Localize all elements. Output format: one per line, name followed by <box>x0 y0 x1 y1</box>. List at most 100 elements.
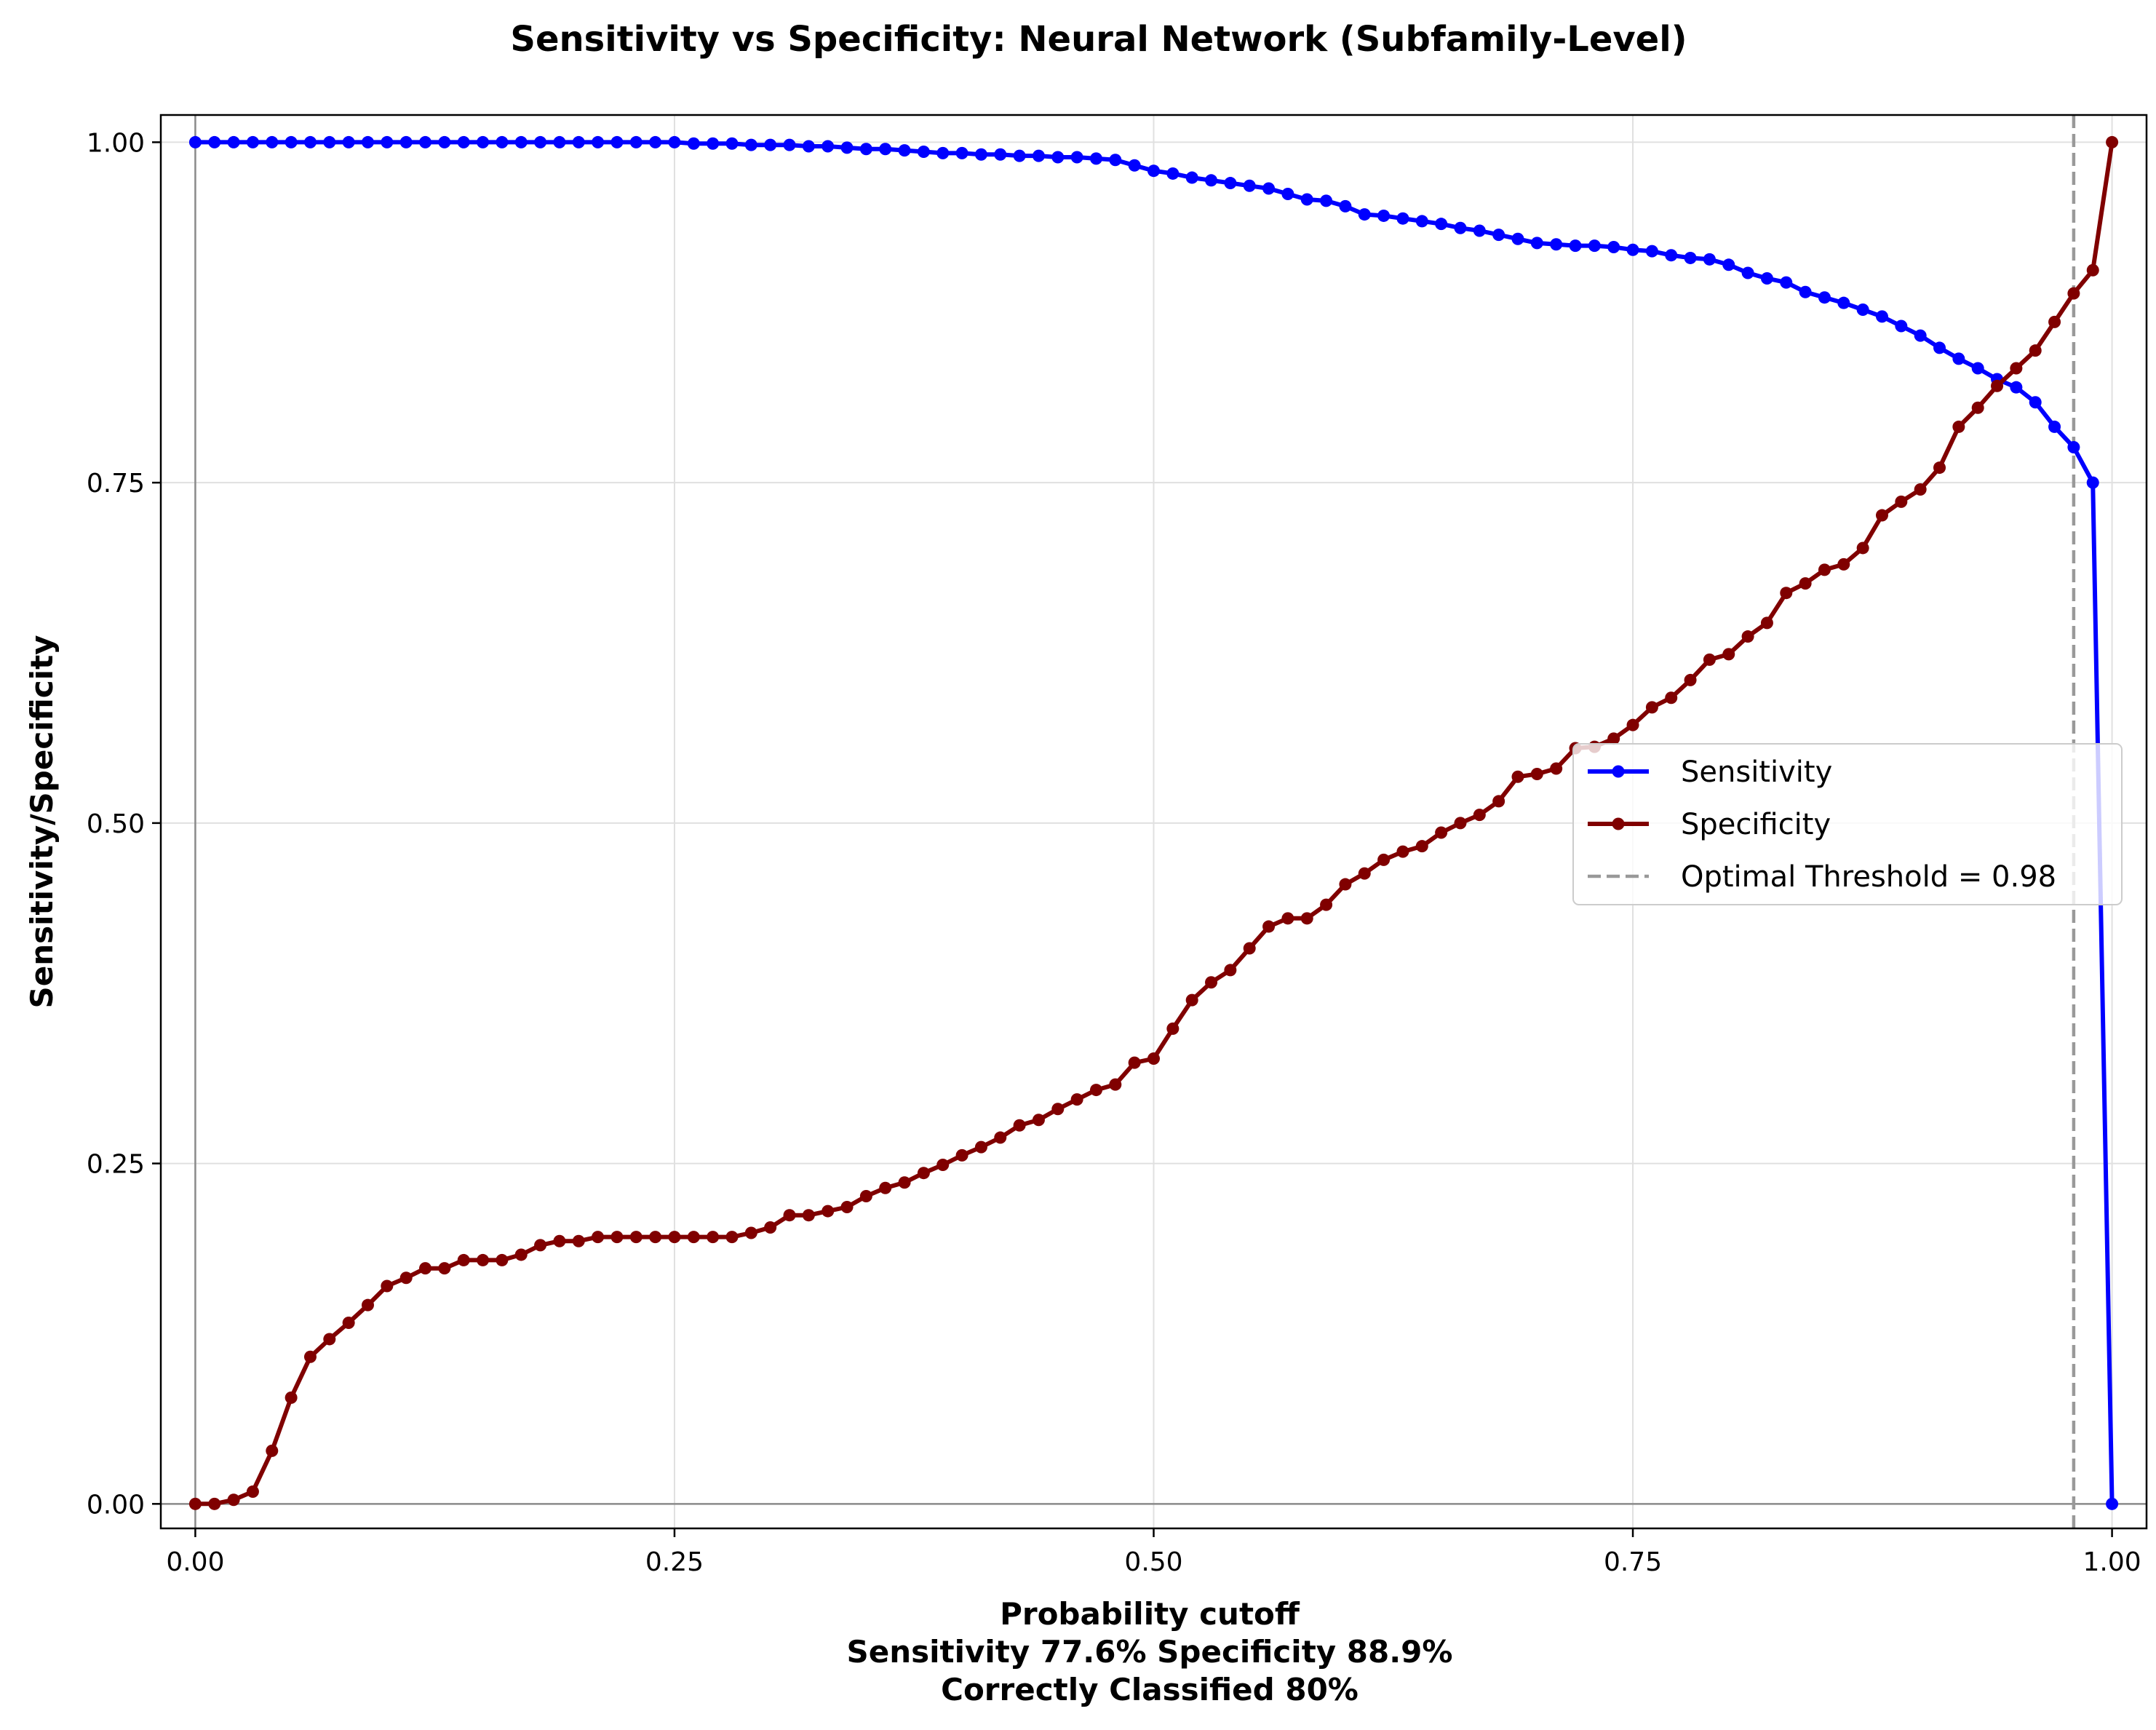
sensitivity-point <box>1760 272 1773 285</box>
y-axis-label: Sensitivity/Specificity <box>24 635 60 1008</box>
sensitivity-point <box>323 135 336 148</box>
specificity-point <box>764 1221 777 1234</box>
sensitivity-point <box>361 135 374 148</box>
sensitivity-point <box>1933 341 1946 354</box>
sensitivity-point <box>1243 179 1256 192</box>
specificity-point <box>649 1231 662 1244</box>
specificity-point <box>1147 1052 1160 1066</box>
sensitivity-point <box>879 143 892 156</box>
specificity-point <box>1358 867 1371 880</box>
specificity-point <box>572 1234 585 1247</box>
x-tick-label: 0.75 <box>1604 1547 1662 1577</box>
specificity-point <box>1166 1022 1180 1035</box>
sensitivity-point <box>707 137 720 150</box>
y-tick-label: 0.75 <box>87 469 145 499</box>
specificity-point <box>2029 344 2042 357</box>
sensitivity-point <box>649 135 662 148</box>
legend-label: Specificity <box>1681 808 1831 841</box>
specificity-point <box>1492 795 1505 808</box>
sensitivity-point <box>2106 1497 2119 1510</box>
specificity-point <box>553 1234 566 1247</box>
specificity-point <box>802 1209 815 1222</box>
sensitivity-point <box>725 137 739 150</box>
sensitivity-point <box>1741 266 1754 279</box>
specificity-point <box>1645 701 1658 714</box>
sensitivity-point <box>1684 251 1697 264</box>
sensitivity-point <box>266 135 279 148</box>
sensitivity-point <box>1396 212 1409 225</box>
specificity-point <box>1971 401 1984 414</box>
specificity-point <box>1243 942 1256 955</box>
specificity-point <box>1070 1093 1083 1106</box>
sensitivity-point <box>802 140 815 153</box>
specificity-point <box>1205 976 1218 989</box>
specificity-point <box>285 1391 298 1404</box>
specificity-point <box>744 1226 757 1239</box>
sensitivity-point <box>1914 329 1927 342</box>
sensitivity-point <box>496 135 509 148</box>
y-tick-label: 0.00 <box>87 1490 145 1520</box>
sensitivity-point <box>1415 215 1428 228</box>
legend-marker-sensitivity <box>1612 765 1625 778</box>
sensitivity-point <box>1703 253 1716 266</box>
sensitivity-point <box>744 138 757 151</box>
sensitivity-point <box>1550 238 1563 251</box>
specificity-point <box>1952 420 1965 433</box>
specificity-point <box>419 1262 432 1275</box>
sensitivity-point <box>1435 218 1448 231</box>
specificity-point <box>477 1253 490 1266</box>
specificity-point <box>1856 541 1869 555</box>
specificity-point <box>707 1231 720 1244</box>
specificity-point <box>266 1444 279 1457</box>
sensitivity-point <box>1492 229 1505 242</box>
sensitivity-point <box>227 135 240 148</box>
sensitivity-point <box>1281 188 1294 201</box>
specificity-point <box>1454 817 1467 830</box>
specificity-point <box>227 1493 240 1507</box>
sensitivity-point <box>572 135 585 148</box>
sensitivity-point <box>342 135 355 148</box>
sensitivity-point <box>1185 171 1198 184</box>
legend: Sensitivity Specificity Optimal Threshold … <box>1572 743 2123 905</box>
specificity-point <box>1914 483 1927 496</box>
x-tick-label: 0.50 <box>1124 1547 1182 1577</box>
specificity-point <box>1684 673 1697 686</box>
specificity-point <box>303 1350 317 1363</box>
specificity-point <box>1799 577 1812 590</box>
specificity-point <box>246 1485 259 1498</box>
specificity-point <box>1185 993 1198 1007</box>
specificity-point <box>208 1497 221 1510</box>
specificity-point <box>668 1231 681 1244</box>
x-tick-label: 0.25 <box>645 1547 704 1577</box>
sensitivity-point <box>629 135 643 148</box>
specificity-point <box>1377 853 1391 866</box>
specificity-point <box>1013 1119 1026 1132</box>
sensitivity-point <box>419 135 432 148</box>
specificity-point <box>1991 379 2004 392</box>
specificity-point <box>1032 1114 1045 1127</box>
specificity-point <box>1396 845 1409 858</box>
x-axis-label: Probability cutoff <box>1000 1596 1300 1632</box>
sensitivity-point <box>1780 276 1793 289</box>
sensitivity-point <box>1856 303 1869 317</box>
sensitivity-point <box>1262 182 1276 195</box>
sensitivity-point <box>840 141 854 154</box>
specificity-point <box>1550 762 1563 775</box>
sensitivity-point <box>1607 240 1620 253</box>
specificity-point <box>2106 135 2119 148</box>
specificity-point <box>1415 840 1428 853</box>
legend-marker-specificity <box>1612 817 1625 830</box>
specificity-point <box>859 1189 872 1202</box>
y-tick-label: 1.00 <box>87 128 145 158</box>
sensitivity-point <box>188 135 202 148</box>
specificity-point <box>1224 964 1237 977</box>
sensitivity-point <box>1128 159 1141 172</box>
sensitivity-point <box>1013 149 1026 162</box>
sensitivity-point <box>610 135 624 148</box>
specificity-point <box>2067 287 2080 300</box>
specificity-point <box>629 1231 643 1244</box>
sensitivity-point <box>477 135 490 148</box>
specificity-point <box>2010 362 2023 375</box>
specificity-point <box>974 1140 987 1154</box>
